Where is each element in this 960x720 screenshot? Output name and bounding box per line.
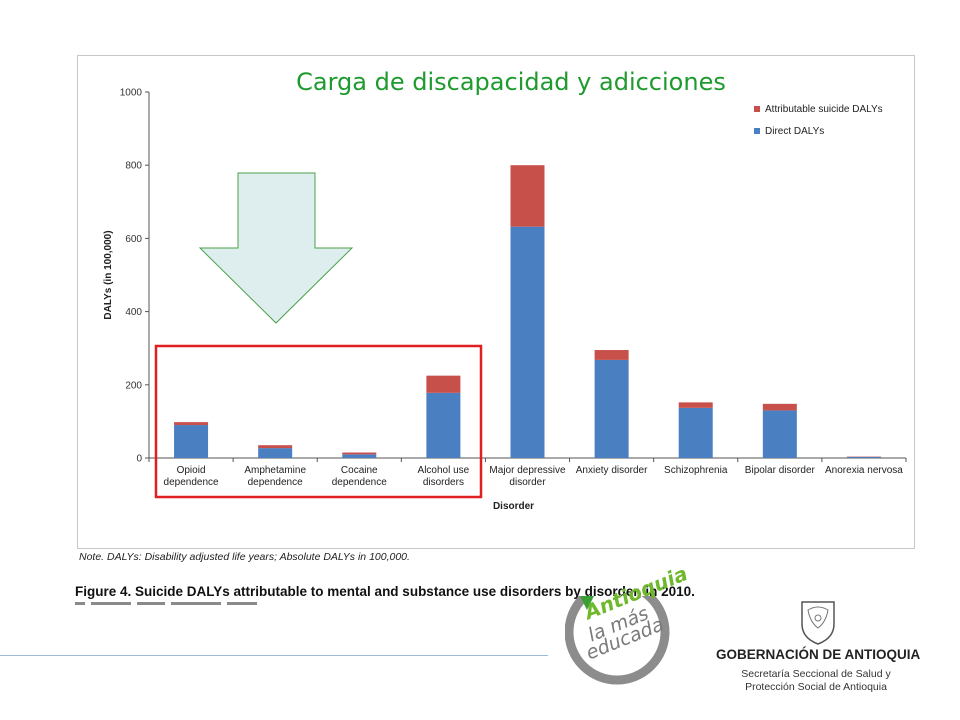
y-tick-label-5: 1000 bbox=[120, 88, 143, 99]
bar-direct-7 bbox=[762, 410, 797, 458]
x-tick-label-0-0: Opioid bbox=[177, 465, 206, 476]
x-tick-label-2-0: Cocaine bbox=[341, 465, 378, 476]
bar-direct-1 bbox=[258, 448, 293, 458]
figure-caption: Figure 4. Suicide DALYs attributable to … bbox=[75, 584, 695, 599]
logo-ring-icon bbox=[565, 596, 670, 685]
gobernacion-logo bbox=[700, 596, 932, 696]
x-tick-label-8-0: Anorexia nervosa bbox=[825, 465, 903, 476]
bar-attributable-5 bbox=[594, 350, 629, 360]
x-tick-label-4-1: disorder bbox=[509, 477, 546, 488]
x-tick-label-3-0: Alcohol use bbox=[418, 465, 470, 476]
legend-label-0: Attributable suicide DALYs bbox=[765, 104, 883, 115]
y-tick-label-4: 800 bbox=[125, 161, 142, 172]
highlight-box bbox=[154, 344, 483, 499]
legend-swatch-0 bbox=[754, 106, 760, 112]
x-axis-label: Disorder bbox=[493, 501, 534, 512]
y-tick-label-1: 200 bbox=[125, 380, 142, 391]
x-tick-label-1-0: Amphetamine bbox=[244, 465, 306, 476]
bar-attributable-6 bbox=[678, 402, 713, 408]
x-tick-label-0-1: dependence bbox=[164, 477, 219, 488]
y-tick-label-2: 400 bbox=[125, 307, 142, 318]
down-arrow-icon bbox=[198, 172, 354, 324]
bar-direct-3 bbox=[426, 392, 461, 458]
gobernacion-name: GOBERNACIÓN DE ANTIOQUIA bbox=[716, 647, 921, 662]
chart-svg: 0 200 400 600 800 1000 DALYs (in 100,000) Opioi… bbox=[103, 88, 907, 512]
x-tick-label-7-0: Bipolar disorder bbox=[745, 465, 816, 476]
slide-title: Carga de discapacidad y adicciones bbox=[296, 68, 726, 96]
bar-direct-6 bbox=[678, 407, 713, 458]
x-tick-label-2-1: dependence bbox=[332, 477, 387, 488]
bar-attributable-4 bbox=[510, 165, 545, 227]
coat-of-arms-icon bbox=[801, 601, 835, 645]
bar-attributable-2 bbox=[342, 452, 377, 455]
bar-attributable-7 bbox=[762, 403, 797, 411]
bar-attributable-3 bbox=[426, 375, 461, 393]
x-tick-label-1-1: dependence bbox=[248, 477, 303, 488]
chart-frame: 0 200 400 600 800 1000 DALYs (in 100,000) Opioi… bbox=[77, 55, 915, 549]
secretaria-line-1: Secretaría Seccional de Salud y bbox=[741, 668, 891, 680]
legend-label-1: Direct DALYs bbox=[765, 126, 824, 137]
chart-note: Note. DALYs: Disability adjusted life ye… bbox=[79, 551, 410, 563]
y-tick-label-0: 0 bbox=[136, 454, 142, 465]
bar-attributable-1 bbox=[258, 445, 293, 449]
bar-attributable-0 bbox=[174, 422, 209, 426]
legend-swatch-1 bbox=[754, 128, 760, 134]
x-tick-label-5-0: Anxiety disorder bbox=[576, 465, 648, 476]
y-tick-label-3: 600 bbox=[125, 234, 142, 245]
y-axis-label: DALYs (in 100,000) bbox=[103, 230, 114, 319]
bar-direct-4 bbox=[510, 226, 545, 458]
antioquia-educada-logo: Antioquia la más educada bbox=[565, 561, 691, 686]
x-tick-label-4-0: Major depressive bbox=[489, 465, 566, 476]
bar-direct-5 bbox=[594, 359, 629, 458]
bar-direct-0 bbox=[174, 425, 209, 458]
bar-direct-2 bbox=[342, 454, 377, 458]
x-tick-label-3-1: disorders bbox=[423, 477, 464, 488]
footer-divider bbox=[0, 655, 548, 656]
x-tick-label-6-0: Schizophrenia bbox=[664, 465, 728, 476]
bar-direct-8 bbox=[846, 456, 881, 458]
secretaria-line-2: Protección Social de Antioquia bbox=[745, 681, 887, 693]
caption-overflow-line bbox=[75, 602, 315, 607]
